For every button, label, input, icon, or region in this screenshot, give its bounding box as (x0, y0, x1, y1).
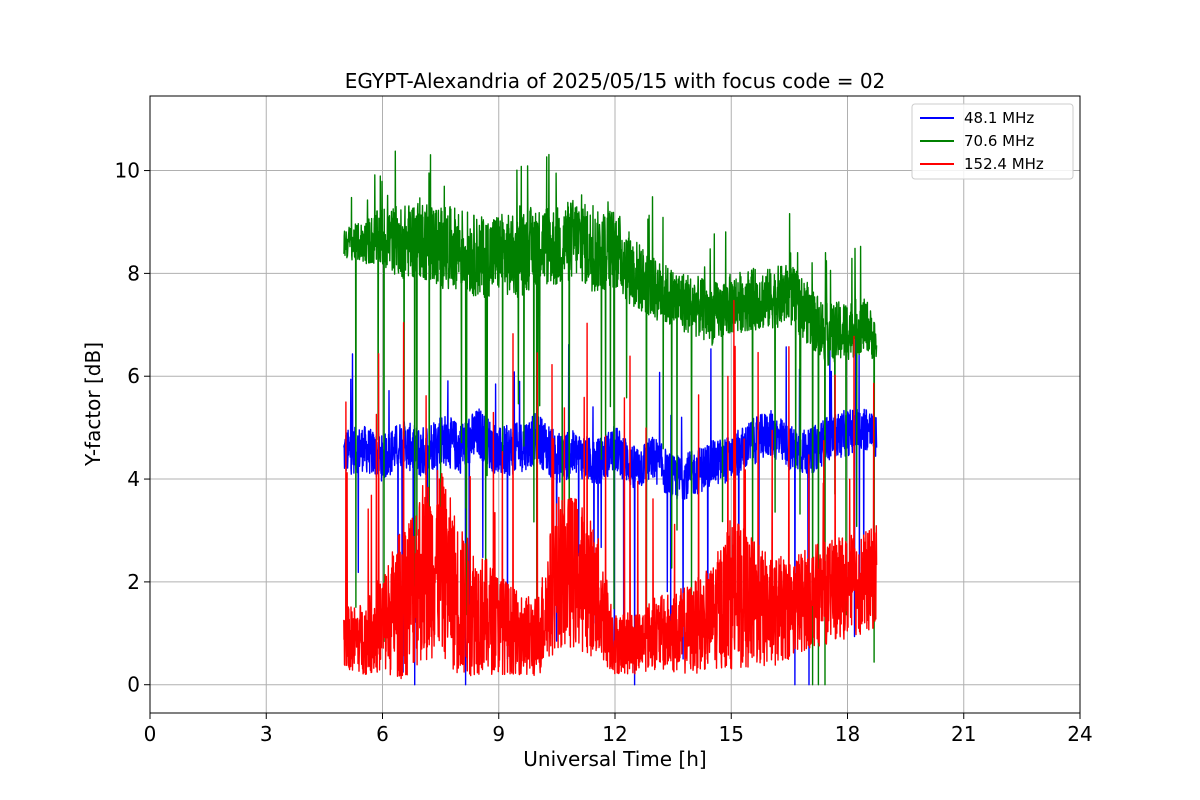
y-tick-label: 4 (127, 467, 140, 491)
y-tick-label: 10 (115, 159, 140, 183)
x-tick-label: 15 (719, 722, 744, 746)
x-tick-label: 24 (1067, 722, 1092, 746)
y-tick-label: 8 (127, 261, 140, 285)
x-tick-label: 0 (144, 722, 157, 746)
chart-title: EGYPT-Alexandria of 2025/05/15 with focu… (345, 69, 886, 93)
x-tick-label: 18 (835, 722, 860, 746)
x-axis-label: Universal Time [h] (523, 747, 706, 771)
series-line-1 (343, 150, 878, 686)
series-line-2 (343, 299, 878, 680)
y-tick-label: 0 (127, 673, 140, 697)
legend: 48.1 MHz 70.6 MHz 152.4 MHz (911, 103, 1074, 180)
legend-label: 70.6 MHz (964, 132, 1034, 150)
y-tick-label: 2 (127, 570, 140, 594)
legend-box (911, 103, 1074, 180)
x-tick-label: 6 (376, 722, 389, 746)
x-tick-label: 21 (951, 722, 976, 746)
x-tick-label: 9 (492, 722, 505, 746)
y-axis-label: Y-factor [dB] (81, 342, 105, 467)
series-layer (343, 150, 878, 686)
x-tick-label: 3 (260, 722, 273, 746)
x-tick-label: 12 (602, 722, 627, 746)
legend-label: 48.1 MHz (964, 109, 1034, 127)
series-line-0 (343, 328, 878, 686)
legend-label: 152.4 MHz (964, 155, 1044, 173)
y-tick-label: 6 (127, 364, 140, 388)
